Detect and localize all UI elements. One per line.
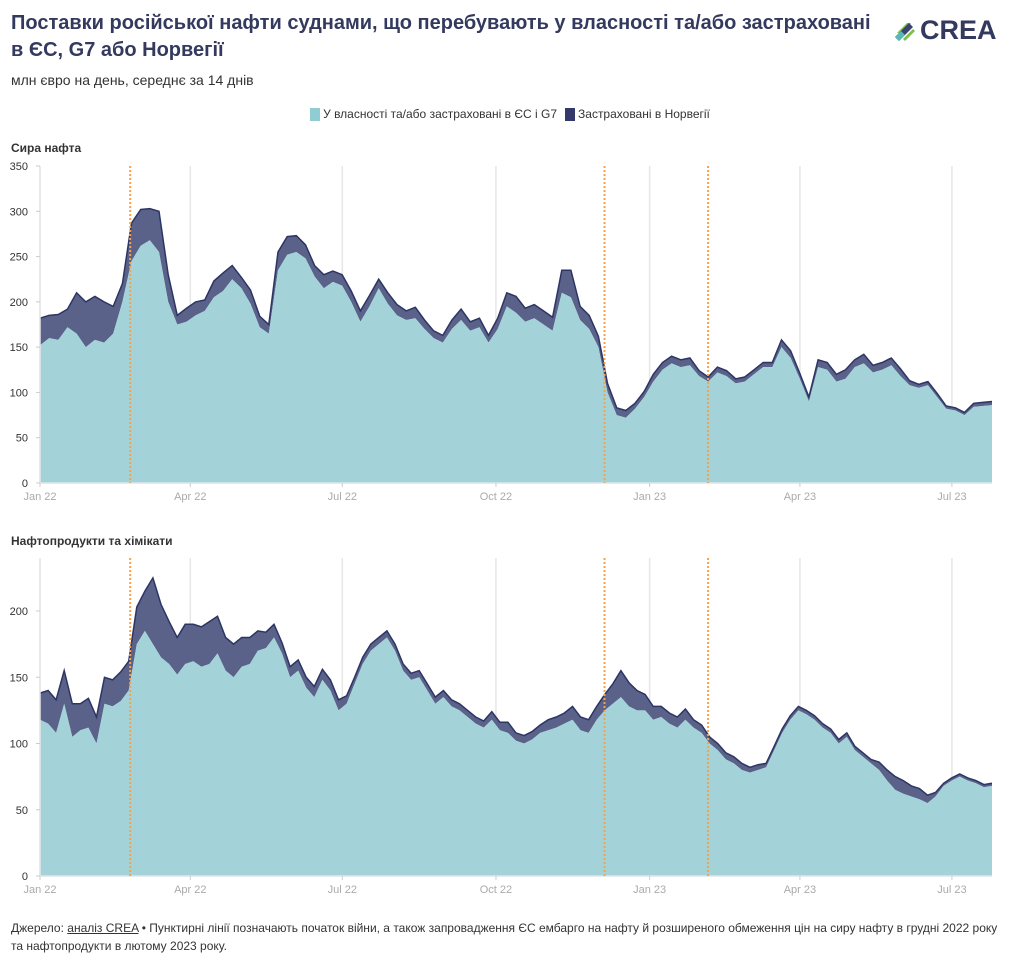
- x-tick-label: Jul 23: [937, 491, 966, 503]
- x-tick-label: Jan 22: [23, 884, 56, 896]
- y-tick-label: 0: [22, 871, 28, 883]
- x-tick-label: Oct 22: [480, 491, 512, 503]
- legend-label-norway: Застраховані в Норвегії: [578, 107, 710, 121]
- x-tick-label: Oct 22: [480, 884, 512, 896]
- y-tick-label: 100: [10, 387, 28, 399]
- x-tick-label: Apr 22: [174, 884, 206, 896]
- x-tick-label: Jan 22: [23, 491, 56, 503]
- x-tick-label: Jan 23: [633, 884, 666, 896]
- crea-logo-icon: [895, 22, 915, 41]
- y-tick-label: 350: [10, 161, 28, 173]
- area-norway: [40, 208, 992, 418]
- legend-label-eu-g7: У власності та/або застраховані в ЄС і G…: [323, 107, 558, 121]
- chart-subtitle: млн євро на день, середнє за 14 днів: [11, 72, 254, 88]
- oil-products-chart: 0 50 100 150 200 Jan 22 Apr 22 Jul 22 Oct 22 Jan …: [10, 558, 993, 896]
- panel-title-crude: Сира нафта: [11, 141, 82, 155]
- y-tick-label: 50: [16, 433, 28, 445]
- footer-text: • Пунктирні лінії позначають початок вій…: [11, 921, 998, 953]
- x-tick-label: Apr 22: [174, 491, 206, 503]
- panel-title-products: Нафтопродукти та хімікати: [11, 534, 173, 548]
- y-tick-label: 0: [22, 478, 28, 490]
- x-tick-label: Jul 22: [328, 491, 357, 503]
- y-tick-label: 150: [10, 342, 28, 354]
- chart-title: Поставки російської нафти суднами, що пе…: [11, 12, 871, 61]
- crude-oil-chart: 0 50 100 150 200 250 300 350 Jan 22 Apr 22 Jul 22 O…: [10, 161, 993, 503]
- source-prefix: Джерело:: [11, 921, 68, 935]
- legend-swatch-eu-g7: [310, 107, 321, 121]
- legend-swatch-norway: [565, 107, 576, 121]
- total-line: [39, 207, 993, 414]
- crea-logo[interactable]: CREA: [893, 15, 997, 46]
- y-tick-label: 50: [16, 805, 28, 817]
- area-eu-g7: [40, 630, 992, 876]
- total-line: [39, 576, 993, 797]
- y-tick-label: 300: [10, 206, 28, 218]
- legend: У власності та/або застраховані в ЄС і G…: [0, 107, 1020, 121]
- logo-text: CREA: [920, 15, 997, 45]
- x-tick-label: Jul 22: [328, 884, 357, 896]
- y-tick-label: 100: [10, 739, 28, 751]
- source-link[interactable]: аналіз CREA: [67, 921, 139, 935]
- x-tick-label: Jan 23: [633, 491, 666, 503]
- area-eu-g7: [40, 240, 992, 483]
- x-tick-label: Apr 23: [784, 491, 816, 503]
- x-tick-label: Apr 23: [784, 884, 816, 896]
- y-tick-label: 200: [10, 606, 28, 618]
- legend-item-norway[interactable]: Застраховані в Норвегії: [565, 107, 710, 121]
- legend-item-eu-g7[interactable]: У власності та/або застраховані в ЄС і G…: [310, 107, 557, 121]
- y-tick-label: 200: [10, 297, 28, 309]
- y-tick-label: 150: [10, 672, 28, 684]
- footer-note: Джерело: аналіз CREA • Пунктирні лінії п…: [11, 919, 1011, 955]
- x-tick-label: Jul 23: [937, 884, 966, 896]
- y-tick-label: 250: [10, 252, 28, 264]
